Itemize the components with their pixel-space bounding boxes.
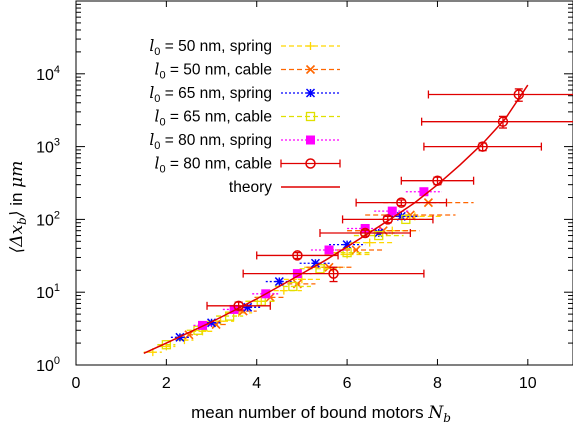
legend-label: theory bbox=[229, 179, 272, 196]
x-tick-label: 0 bbox=[72, 375, 81, 392]
legend-marker bbox=[306, 135, 315, 145]
y-tick-label: 104 bbox=[36, 64, 60, 84]
legend-marker bbox=[305, 158, 316, 169]
series-1 bbox=[143, 212, 442, 357]
legend-entry-3: l0 = 65 nm, spring bbox=[149, 84, 340, 105]
legend-entry-4: l0 = 65 nm, cable bbox=[154, 108, 340, 129]
y-tick-label: 100 bbox=[36, 355, 60, 375]
data-point bbox=[216, 317, 225, 326]
legend-label: l0 = 50 nm, cable bbox=[154, 61, 272, 82]
legend-entry-6: l0 = 80 nm, cable bbox=[154, 155, 341, 176]
legend-label: l0 = 80 nm, cable bbox=[154, 155, 272, 176]
legend-marker bbox=[305, 64, 316, 75]
x-axis-label: mean number of bound motors Nb bbox=[191, 403, 451, 425]
data-point bbox=[343, 250, 352, 259]
plot-content bbox=[143, 84, 573, 357]
legend-entry-2: l0 = 50 nm, cable bbox=[154, 61, 340, 82]
data-point bbox=[342, 247, 352, 258]
data-point bbox=[292, 250, 303, 261]
data-point bbox=[477, 141, 488, 152]
data-point bbox=[315, 264, 325, 274]
y-tick-label: 103 bbox=[36, 137, 60, 157]
series-4 bbox=[157, 214, 433, 350]
legend-label: l0 = 80 nm, spring bbox=[149, 131, 272, 152]
data-point bbox=[382, 214, 394, 225]
data-point bbox=[243, 302, 253, 312]
data-point bbox=[342, 240, 352, 250]
x-tick-label: 4 bbox=[252, 375, 261, 392]
data-point bbox=[396, 197, 407, 208]
data-point bbox=[184, 330, 194, 340]
legend-label: l0 = 65 nm, cable bbox=[154, 108, 272, 129]
y-tick-label: 101 bbox=[36, 282, 60, 302]
y-axis-label: ⟨Δxb⟩ in μm bbox=[7, 161, 29, 254]
legend-marker bbox=[305, 111, 316, 122]
x-tick-label: 6 bbox=[343, 375, 352, 392]
data-point bbox=[387, 206, 397, 216]
legend-entry-1: l0 = 50 nm, spring bbox=[149, 37, 340, 58]
legend-entry-theory: theory bbox=[229, 179, 340, 196]
data-point bbox=[324, 245, 334, 255]
legend-entry-5: l0 = 80 nm, spring bbox=[149, 131, 340, 152]
legend-marker bbox=[306, 42, 315, 50]
data-point bbox=[310, 258, 320, 268]
plot-frame bbox=[75, 0, 573, 366]
x-tick-label: 2 bbox=[162, 375, 171, 392]
legend-label: l0 = 50 nm, spring bbox=[149, 37, 272, 58]
x-tick-label: 8 bbox=[433, 375, 442, 392]
legend-marker bbox=[305, 88, 316, 98]
data-point bbox=[497, 116, 509, 127]
data-point bbox=[274, 277, 284, 287]
data-point bbox=[365, 238, 374, 247]
legend-label: l0 = 65 nm, spring bbox=[149, 84, 272, 105]
ticks: 0 2 4 6 8 10 100 101 102 103 104 bbox=[36, 1, 573, 392]
y-tick-label: 102 bbox=[36, 209, 60, 229]
series-6 bbox=[206, 88, 573, 312]
data-point bbox=[288, 281, 298, 292]
axes bbox=[75, 0, 573, 366]
data-point bbox=[279, 286, 288, 295]
theory-curve bbox=[143, 84, 529, 354]
data-point bbox=[374, 230, 384, 241]
data-point bbox=[328, 268, 339, 279]
data-point bbox=[297, 275, 306, 284]
x-tick-label: 10 bbox=[519, 375, 537, 392]
